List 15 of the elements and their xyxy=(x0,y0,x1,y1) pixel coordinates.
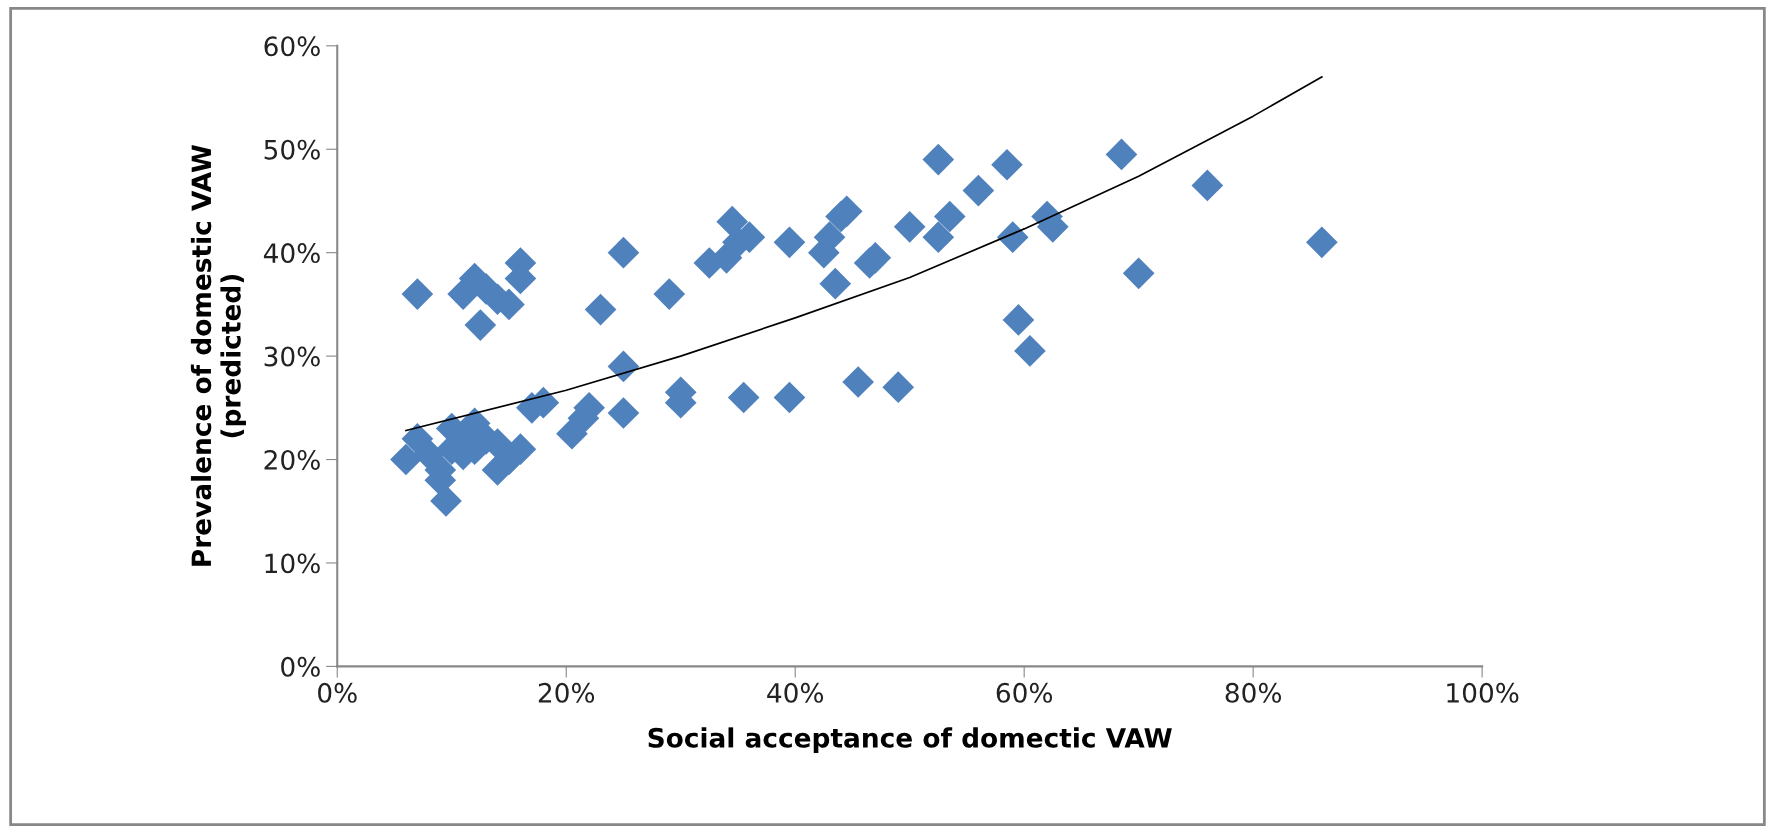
x-tick-label: 20% xyxy=(538,682,595,703)
y-tick-label: 20% xyxy=(264,449,320,470)
y-tick-label: 60% xyxy=(264,36,320,57)
x-axis-title: Social acceptance of domectic VAW xyxy=(648,727,1172,753)
x-tick-label: 0% xyxy=(318,682,357,703)
y-tick-label: 10% xyxy=(265,553,320,574)
y-tick-label: 30% xyxy=(264,346,320,367)
y-tick-label: 0% xyxy=(281,656,320,677)
x-tick-label: 100% xyxy=(1447,682,1519,703)
y-tick-label: 50% xyxy=(264,139,320,160)
y-tick-label: 40% xyxy=(263,243,320,264)
x-tick-label: 80% xyxy=(1225,682,1282,703)
x-tick-label: 60% xyxy=(996,682,1053,703)
y-axis-title: Prevalence of domestic VAW (predicted) xyxy=(190,144,246,566)
x-tick-label: 40% xyxy=(767,682,824,703)
